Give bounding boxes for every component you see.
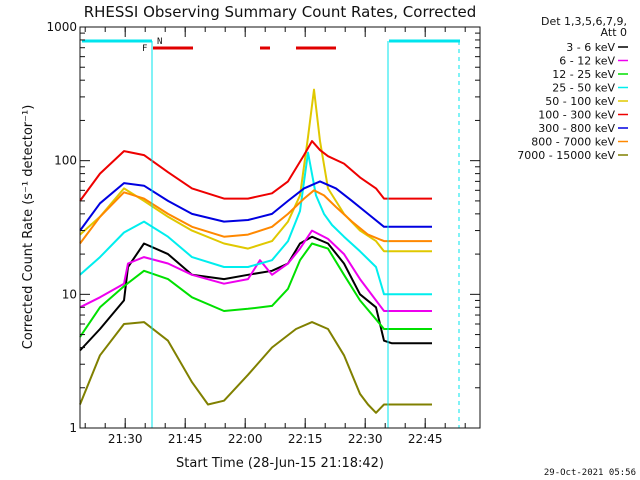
legend-item-label: 7000 - 15000 keV (517, 149, 615, 162)
x-tick-label: 22:30 (348, 432, 383, 446)
series-line-6 (79, 140, 432, 202)
plot-frame (79, 26, 481, 429)
x-tick-label: 21:45 (168, 432, 203, 446)
night-flag-label: N (157, 37, 162, 47)
legend-header-line-2: Att 0 (601, 26, 627, 39)
x-tick-label: 22:15 (288, 432, 323, 446)
legend-item-label: 50 - 100 keV (545, 95, 615, 108)
series-line-7 (79, 180, 432, 232)
status-flags: NF (82, 37, 460, 428)
chart-title: RHESSI Observing Summary Count Rates, Co… (84, 3, 477, 21)
x-tick-label: 21:30 (108, 432, 143, 446)
legend-item-label: 300 - 800 keV (538, 122, 615, 135)
y-axis: 1 10 100 1000 (46, 20, 480, 435)
legend-item-label: 12 - 25 keV (552, 68, 615, 81)
y-tick-label: 10 (62, 287, 77, 301)
legend-header-line-1: Det 1,3,5,6,7,9, (541, 15, 627, 28)
legend-item-label: 6 - 12 keV (559, 55, 615, 68)
x-axis-label: Start Time (28-Jun-15 21:18:42) (176, 456, 384, 471)
y-axis-label: Corrected Count Rate (s⁻¹ detector⁻¹) (21, 105, 36, 350)
series-line-2 (79, 229, 432, 312)
legend-item-label: 3 - 6 keV (566, 41, 615, 54)
timestamp: 29-Oct-2021 05:56 (544, 468, 636, 478)
y-tick-label: 1000 (46, 20, 77, 34)
x-tick-label: 22:00 (228, 432, 263, 446)
series-line-9 (79, 321, 432, 414)
flare-flag-label: F (142, 44, 147, 54)
legend-item-label: 100 - 300 keV (538, 109, 615, 122)
y-tick-label: 100 (54, 154, 77, 168)
legend-item-label: 800 - 7000 keV (531, 136, 615, 149)
x-axis: 21:30 21:45 22:00 22:15 22:30 22:45 (84, 27, 466, 446)
series-line-8 (79, 189, 432, 245)
series-line-3 (79, 242, 432, 338)
y-tick-label: 1 (69, 421, 77, 435)
x-tick-label: 22:45 (408, 432, 443, 446)
legend-item-label: 25 - 50 keV (552, 82, 615, 95)
